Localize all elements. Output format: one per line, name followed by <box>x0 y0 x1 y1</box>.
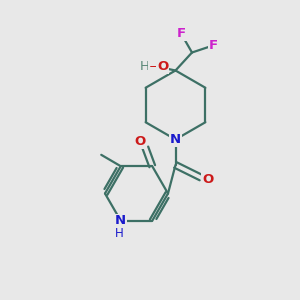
Text: N: N <box>170 133 181 146</box>
Text: H: H <box>115 227 124 240</box>
Text: O: O <box>135 135 146 148</box>
Text: O: O <box>202 172 213 186</box>
Text: H: H <box>140 60 149 74</box>
Text: −: − <box>149 60 158 74</box>
Text: N: N <box>115 214 126 227</box>
Text: F: F <box>177 27 186 40</box>
Text: F: F <box>209 39 218 52</box>
Text: O: O <box>157 60 168 74</box>
